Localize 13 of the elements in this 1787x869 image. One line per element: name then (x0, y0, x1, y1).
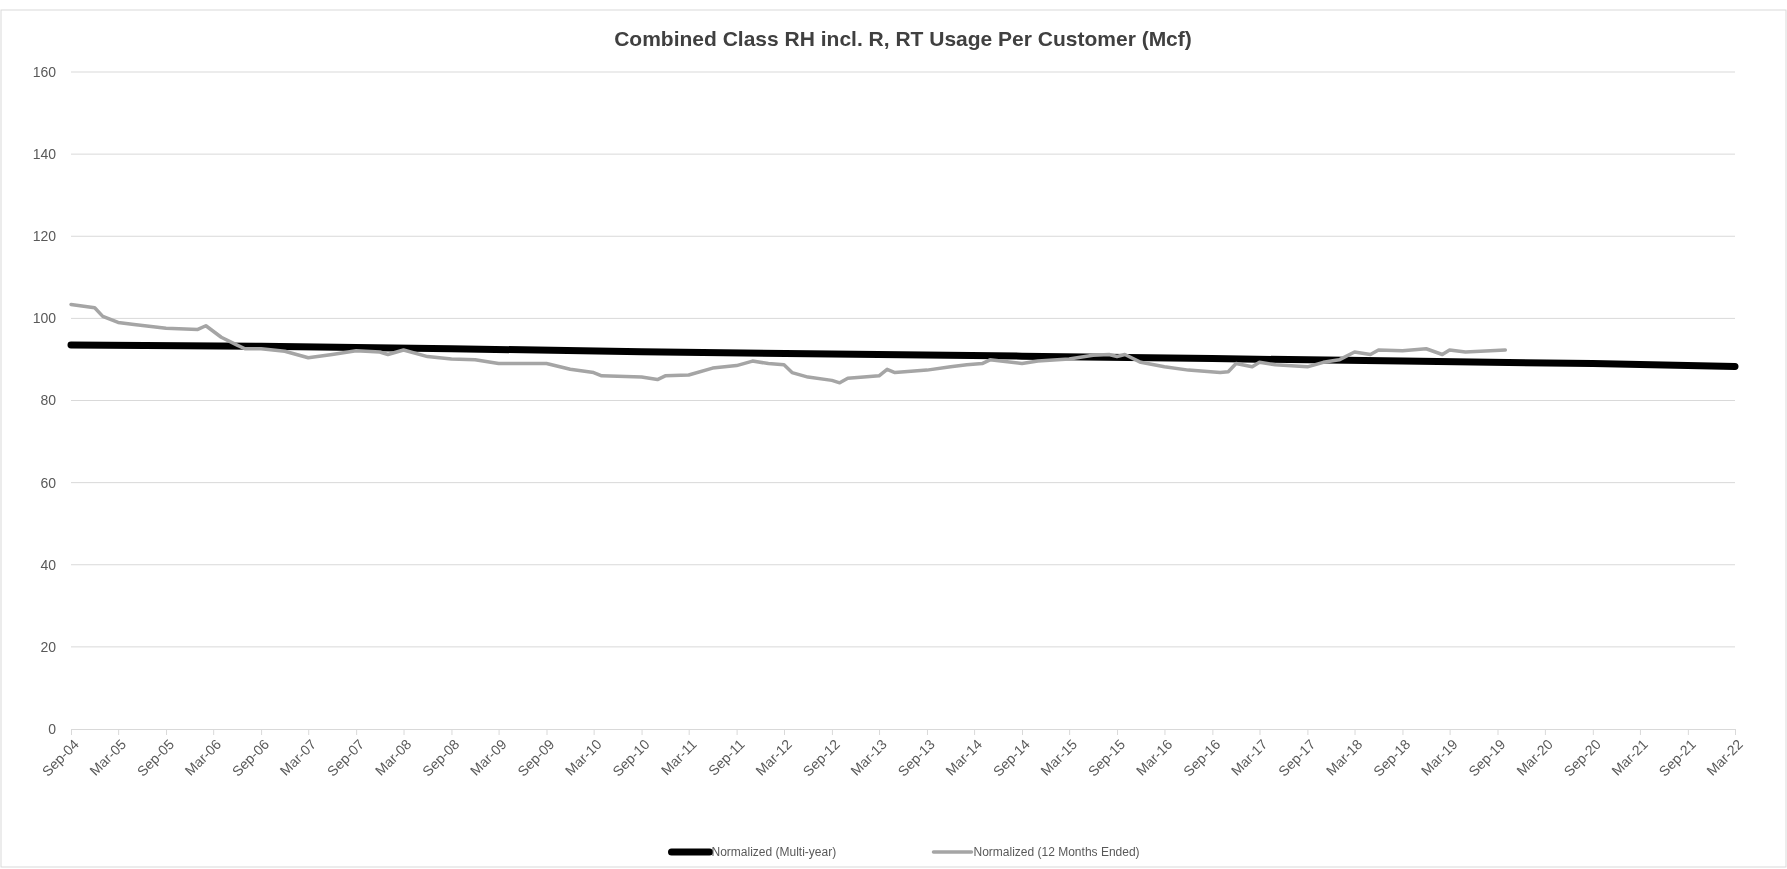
y-tick-label: 140 (32, 146, 57, 163)
y-tick-label: 0 (48, 720, 57, 737)
y-tick-label: 120 (32, 228, 57, 245)
line-series (69, 302, 1508, 385)
y-tick-label: 160 (32, 63, 57, 80)
y-tick-label: 40 (40, 556, 57, 573)
y-tick-label: 100 (32, 310, 57, 327)
y-tick-label: 80 (40, 392, 57, 409)
legend-label: Normalized (Multi-year) (711, 845, 837, 859)
legend-label: Normalized (12 Months Ended) (973, 845, 1140, 859)
y-tick-label: 60 (40, 474, 57, 491)
chart-title: Combined Class RH incl. R, RT Usage Per Customer (Mcf) (614, 27, 1192, 50)
y-tick-label: 20 (40, 638, 57, 655)
